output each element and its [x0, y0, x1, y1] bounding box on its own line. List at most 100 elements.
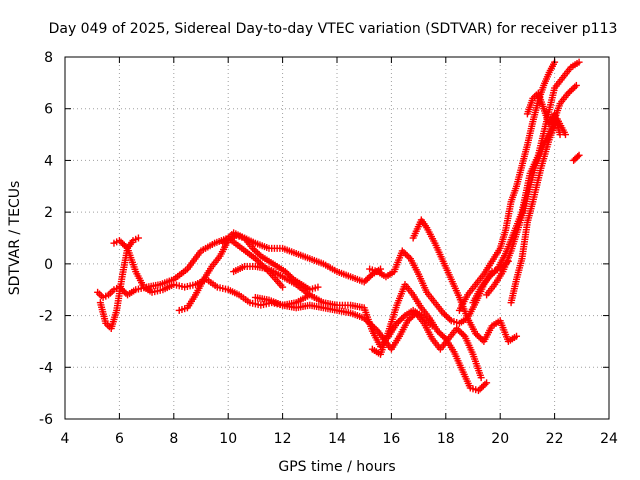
data-point [569, 85, 577, 93]
data-point [472, 330, 480, 338]
data-point [575, 151, 583, 159]
x-tick-label: 8 [169, 431, 178, 447]
data-point [115, 237, 123, 245]
data-point [459, 331, 467, 339]
x-tick-label: 6 [115, 431, 124, 447]
data-point [409, 312, 417, 320]
data-point [434, 327, 442, 335]
data-point [453, 325, 461, 332]
data-points [94, 58, 583, 395]
data-point [487, 271, 495, 279]
data-point [478, 383, 486, 391]
data-point [405, 253, 413, 261]
data-point [314, 283, 322, 291]
data-point [456, 328, 464, 336]
x-tick-label: 24 [600, 431, 618, 447]
data-point [119, 240, 127, 248]
data-point [285, 271, 293, 279]
data-point [363, 275, 371, 283]
x-tick-label: 12 [274, 431, 292, 447]
data-point [279, 283, 287, 291]
y-axis-label: SDTVAR / TECUs [7, 181, 23, 296]
data-point [440, 333, 448, 341]
data-point [367, 272, 375, 280]
data-point [117, 238, 125, 246]
data-point [476, 385, 484, 393]
y-tick-label: 2 [44, 205, 53, 221]
data-point [254, 249, 262, 257]
chart-title: Day 049 of 2025, Sidereal Day-to-day VTE… [49, 21, 618, 37]
data-point [394, 318, 402, 326]
data-point [122, 243, 130, 251]
data-point [556, 131, 564, 139]
data-point [473, 331, 481, 339]
x-axis-label: GPS time / hours [278, 459, 395, 475]
data-point [439, 309, 447, 317]
data-point [564, 89, 572, 97]
data-point [479, 382, 487, 390]
data-point [446, 315, 454, 323]
axis-ticks [64, 56, 610, 420]
data-point [252, 247, 260, 255]
data-point [255, 251, 263, 259]
data-point [134, 234, 142, 242]
data-point [398, 247, 406, 255]
y-tick-label: 8 [44, 50, 53, 66]
data-point [489, 270, 497, 278]
data-point [402, 250, 410, 258]
data-point [403, 252, 411, 260]
x-tick-label: 10 [219, 431, 237, 447]
data-point [566, 88, 574, 96]
data-point [574, 153, 582, 161]
data-point [492, 267, 500, 275]
data-point [481, 380, 489, 388]
data-point [362, 276, 370, 284]
data-point [437, 330, 445, 338]
y-tick-label: 4 [44, 153, 53, 169]
data-point [442, 312, 450, 320]
x-tick-label: 4 [61, 431, 70, 447]
data-point [404, 317, 412, 325]
x-tick-label: 18 [437, 431, 455, 447]
x-tick-label: 22 [546, 431, 564, 447]
data-point [399, 313, 407, 321]
data-point [513, 332, 521, 340]
data-point [281, 268, 289, 276]
data-point [286, 272, 294, 280]
data-point [485, 273, 493, 281]
data-point [250, 246, 258, 254]
x-tick-label: 14 [328, 431, 346, 447]
data-point [360, 278, 368, 286]
x-tick-labels: 4 6 8 10 12 14 16 18 20 22 24 [61, 431, 618, 447]
y-tick-labels: -6 -4 -2 0 2 4 6 8 [39, 50, 53, 428]
data-point [249, 244, 257, 252]
data-point [393, 319, 401, 327]
data-point [435, 329, 443, 337]
data-point [571, 83, 579, 91]
data-point [567, 86, 575, 94]
data-point [483, 379, 491, 387]
data-point [407, 314, 415, 322]
data-point [405, 315, 413, 323]
y-tick-label: -6 [39, 412, 53, 428]
data-point [575, 58, 583, 66]
data-point [454, 326, 462, 334]
y-tick-label: 0 [44, 257, 53, 273]
y-tick-label: -2 [39, 309, 53, 325]
data-point [120, 241, 128, 249]
data-point [477, 374, 485, 382]
data-point [396, 316, 404, 324]
data-point [283, 269, 291, 277]
data-point [400, 248, 408, 256]
x-tick-label: 16 [382, 431, 400, 447]
y-tick-label: -4 [39, 360, 53, 376]
data-point [398, 315, 406, 323]
x-tick-label: 20 [491, 431, 509, 447]
data-point [475, 333, 483, 341]
data-point [441, 311, 449, 319]
y-tick-label: 6 [44, 102, 53, 118]
data-point [572, 81, 580, 89]
data-point [365, 273, 373, 281]
data-point [458, 329, 466, 337]
